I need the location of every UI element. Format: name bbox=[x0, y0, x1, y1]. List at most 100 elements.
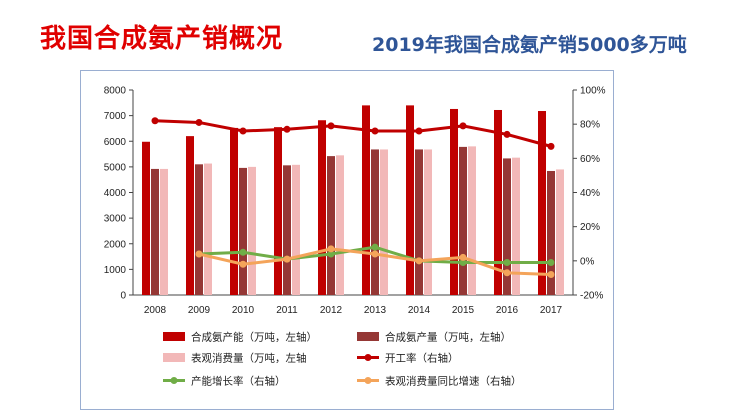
bar-production bbox=[195, 164, 203, 295]
point-consumption_growth bbox=[239, 260, 247, 268]
left-tick-label: 7000 bbox=[104, 111, 127, 122]
legend-label-capacity_growth: 产能增长率（右轴） bbox=[191, 375, 286, 388]
bar-consumption bbox=[160, 168, 168, 295]
bar-production bbox=[151, 168, 159, 295]
point-consumption_growth bbox=[327, 245, 335, 253]
bar-consumption bbox=[380, 149, 388, 295]
point-utilization bbox=[415, 127, 423, 135]
point-capacity_growth bbox=[371, 243, 379, 251]
point-capacity_growth bbox=[239, 248, 247, 256]
chart-bars bbox=[142, 105, 564, 296]
x-tick-label: 2013 bbox=[364, 305, 387, 316]
point-utilization bbox=[459, 122, 467, 130]
point-utilization bbox=[371, 127, 379, 135]
legend-label-consumption_growth: 表观消费量同比增速（右轴） bbox=[385, 375, 522, 388]
bar-consumption bbox=[336, 155, 344, 295]
point-utilization bbox=[239, 127, 247, 135]
legend-label-utilization: 开工率（右轴） bbox=[385, 352, 459, 365]
legend-marker-capacity_growth bbox=[170, 377, 178, 384]
x-tick-label: 2011 bbox=[276, 305, 298, 316]
point-utilization bbox=[547, 142, 555, 150]
bar-capacity bbox=[186, 136, 194, 295]
right-tick-label: 20% bbox=[580, 222, 600, 233]
bar-consumption bbox=[512, 157, 520, 295]
point-utilization bbox=[195, 118, 203, 126]
bar-capacity bbox=[362, 105, 370, 295]
bar-capacity bbox=[406, 105, 414, 295]
legend-swatch-capacity bbox=[163, 332, 185, 341]
bar-consumption bbox=[556, 169, 564, 295]
right-tick-label: 0% bbox=[580, 256, 595, 267]
left-tick-label: 4000 bbox=[104, 188, 127, 199]
legend-marker-consumption_growth bbox=[364, 377, 372, 384]
bar-consumption bbox=[292, 164, 300, 295]
bar-capacity bbox=[450, 108, 458, 296]
point-capacity_growth bbox=[459, 259, 467, 267]
bar-capacity bbox=[142, 141, 150, 295]
legend-marker-utilization bbox=[364, 354, 372, 361]
chart-axes: 0 1000 2000 3000 4000 5000 6000 7000 8000 -20% 0% 2… bbox=[104, 86, 606, 317]
x-tick-label: 2012 bbox=[320, 305, 343, 316]
left-tick-label: 0 bbox=[120, 291, 126, 302]
bar-consumption bbox=[248, 166, 256, 295]
bar-production bbox=[283, 165, 291, 295]
bar-production bbox=[547, 170, 555, 295]
bar-production bbox=[327, 156, 335, 295]
legend-swatch-production bbox=[357, 332, 379, 341]
bar-production bbox=[371, 149, 379, 295]
point-utilization bbox=[151, 117, 159, 125]
bar-production bbox=[239, 167, 247, 295]
line-utilization bbox=[154, 119, 552, 148]
point-utilization bbox=[327, 122, 335, 130]
point-capacity_growth bbox=[327, 250, 335, 258]
x-tick-label: 2015 bbox=[452, 305, 475, 316]
ammonia-chart: 0 1000 2000 3000 4000 5000 6000 7000 8000 -20% 0% 2… bbox=[104, 86, 606, 388]
slide-title: 我国合成氨产销概况 bbox=[40, 24, 284, 54]
bar-capacity bbox=[274, 127, 282, 295]
slide-subtitle: 2019年我国合成氨产销5000多万吨 bbox=[372, 34, 687, 56]
x-tick-label: 2008 bbox=[144, 305, 167, 316]
point-consumption_growth bbox=[415, 257, 423, 265]
legend-label-consumption: 表观消费量（万吨，左轴 bbox=[191, 352, 307, 365]
bar-production bbox=[503, 158, 511, 295]
left-tick-label: 2000 bbox=[104, 239, 127, 250]
bar-production bbox=[415, 149, 423, 295]
point-utilization bbox=[283, 125, 291, 133]
bar-consumption bbox=[424, 149, 432, 295]
bar-consumption bbox=[468, 146, 476, 295]
left-tick-label: 6000 bbox=[104, 137, 127, 148]
point-capacity_growth bbox=[547, 259, 555, 267]
legend-label-capacity: 合成氨产能（万吨，左轴） bbox=[191, 331, 317, 344]
point-utilization bbox=[503, 130, 511, 138]
bar-production bbox=[459, 146, 467, 295]
bar-capacity bbox=[494, 109, 502, 295]
point-consumption_growth bbox=[459, 253, 467, 261]
point-consumption_growth bbox=[547, 271, 555, 278]
right-tick-label: 60% bbox=[580, 154, 600, 165]
chart-legend: 合成氨产能（万吨，左轴） 合成氨产量（万吨，左轴） 表观消费量（万吨，左轴 开工率（右… bbox=[163, 331, 522, 388]
legend-label-production: 合成氨产量（万吨，左轴） bbox=[385, 331, 511, 344]
x-tick-label: 2017 bbox=[540, 305, 563, 316]
bar-capacity bbox=[538, 111, 546, 295]
legend-swatch-consumption bbox=[163, 353, 185, 362]
bar-capacity bbox=[318, 120, 326, 295]
x-tick-label: 2010 bbox=[232, 305, 255, 316]
point-consumption_growth bbox=[195, 250, 203, 258]
point-consumption_growth bbox=[503, 269, 511, 277]
x-tick-label: 2009 bbox=[188, 305, 211, 316]
bar-consumption bbox=[204, 163, 212, 295]
point-consumption_growth bbox=[283, 255, 291, 263]
left-tick-label: 3000 bbox=[104, 214, 127, 225]
bar-capacity bbox=[230, 127, 238, 295]
right-tick-label: 80% bbox=[580, 120, 600, 131]
point-capacity_growth bbox=[503, 259, 511, 267]
left-tick-label: 5000 bbox=[104, 162, 127, 173]
x-tick-label: 2014 bbox=[408, 305, 431, 316]
right-tick-label: 100% bbox=[580, 86, 606, 97]
chart-frame: 0 1000 2000 3000 4000 5000 6000 7000 8000 -20% 0% 2… bbox=[80, 70, 614, 410]
left-tick-label: 8000 bbox=[104, 86, 127, 97]
chart-lines bbox=[151, 117, 555, 278]
right-tick-label: 40% bbox=[580, 188, 600, 199]
point-consumption_growth bbox=[371, 250, 379, 258]
right-tick-label: -20% bbox=[580, 291, 603, 302]
